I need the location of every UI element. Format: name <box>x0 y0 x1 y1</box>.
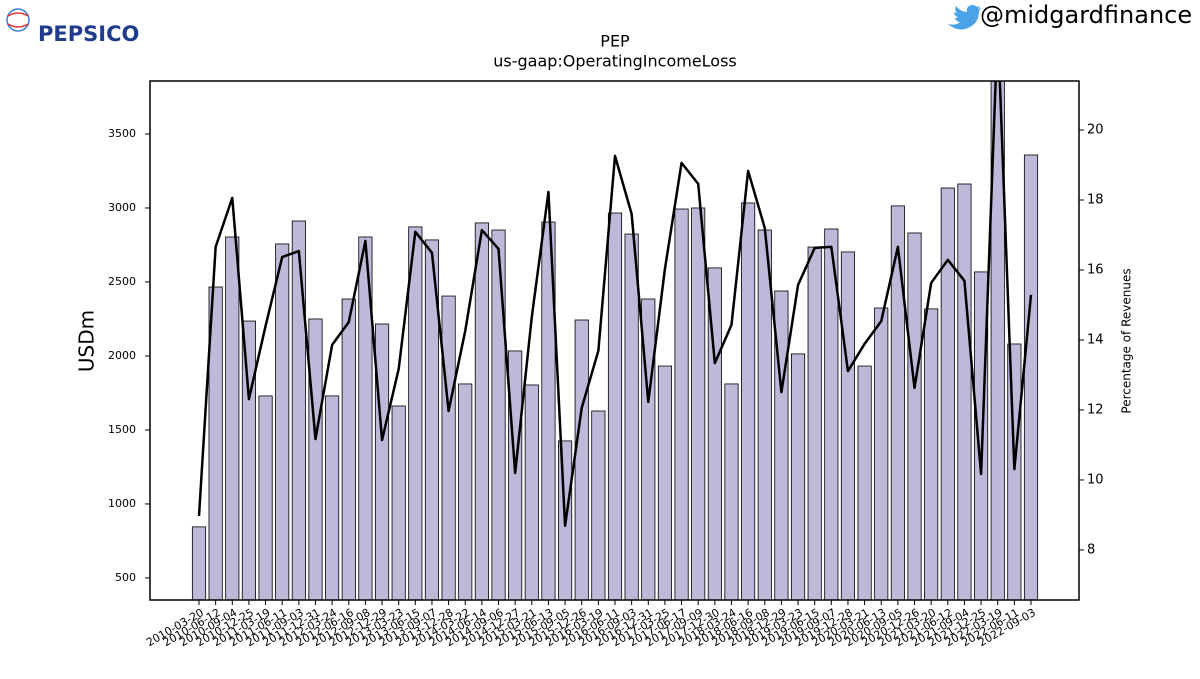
bar <box>607 212 623 600</box>
bar <box>1023 154 1039 600</box>
line <box>197 81 1033 528</box>
bar <box>241 320 256 600</box>
bar <box>707 267 722 600</box>
bar <box>424 239 440 600</box>
chart-subtitle: us-gaap:OperatingIncomeLoss <box>493 52 737 71</box>
bar <box>291 220 306 600</box>
y2-tick-label: 18 <box>1087 192 1104 207</box>
bar <box>458 383 473 600</box>
y-tick-label: 2000 <box>108 349 136 362</box>
y-tick-label: 3000 <box>108 201 136 214</box>
y-tick-label: 2500 <box>108 275 136 288</box>
bar <box>624 233 639 600</box>
bar <box>391 405 406 600</box>
bar <box>940 187 955 600</box>
bar <box>408 226 423 600</box>
bar <box>857 365 872 600</box>
y2-tick-label: 10 <box>1087 472 1104 487</box>
bar <box>325 395 340 600</box>
bar <box>957 183 972 600</box>
y2-tick-label: 20 <box>1087 122 1104 137</box>
bar <box>524 384 539 600</box>
y2-axis-label: Percentage of Revenues <box>1120 268 1134 413</box>
bar <box>541 221 556 600</box>
logo: PEPSICO <box>6 8 139 46</box>
chart-title: PEP <box>600 32 630 51</box>
y2-tick-label: 8 <box>1087 542 1095 557</box>
y2-tick-label: 12 <box>1087 402 1104 417</box>
y-tick-label: 1000 <box>108 497 136 510</box>
bar <box>741 202 756 600</box>
bar <box>907 232 922 600</box>
y-tick-label: 1500 <box>108 423 136 436</box>
bar <box>674 208 689 600</box>
y-tick-label: 500 <box>115 571 136 584</box>
bar <box>807 246 822 600</box>
bar <box>225 236 240 600</box>
bar <box>258 395 273 600</box>
bar <box>491 229 506 600</box>
bar <box>724 383 739 600</box>
bar <box>591 410 606 600</box>
bar <box>474 222 489 600</box>
bar <box>191 526 207 600</box>
bar <box>574 319 589 600</box>
bar <box>358 236 373 600</box>
y2-tick-label: 16 <box>1087 262 1104 277</box>
bar <box>208 286 223 600</box>
bar <box>790 353 806 600</box>
watermark: @midgardfinance <box>980 1 1192 29</box>
bar <box>441 295 456 600</box>
bar <box>275 243 290 600</box>
bar <box>874 307 889 600</box>
y2-tick-label: 14 <box>1087 332 1104 347</box>
bar <box>691 207 706 600</box>
twitter-icon <box>948 5 981 30</box>
bar <box>374 323 390 600</box>
bar <box>924 308 939 600</box>
bar <box>657 365 672 600</box>
plot-area <box>191 81 1039 600</box>
y-axis-label: USDm <box>75 310 99 372</box>
bar <box>308 318 323 600</box>
y-tick-label: 3500 <box>108 127 136 140</box>
bar <box>341 298 356 600</box>
logo-text: PEPSICO <box>38 22 139 46</box>
bar <box>508 350 523 600</box>
bar <box>1007 343 1022 600</box>
bar <box>840 251 856 600</box>
